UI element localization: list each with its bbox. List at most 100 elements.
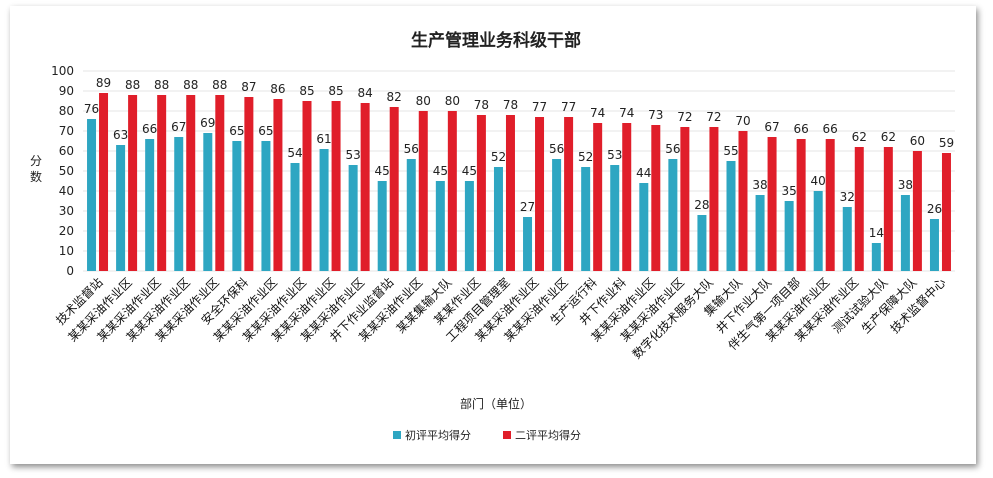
data-label: 86 xyxy=(270,82,285,96)
second-score-bar xyxy=(186,95,196,271)
first-score-bar xyxy=(348,165,358,271)
data-label: 53 xyxy=(607,148,622,162)
y-tick-label: 60 xyxy=(59,144,74,158)
data-label: 76 xyxy=(84,102,99,116)
data-label: 65 xyxy=(258,124,273,138)
data-label: 52 xyxy=(491,150,506,164)
data-label: 87 xyxy=(241,80,256,94)
first-score-bar xyxy=(145,139,155,271)
data-label: 88 xyxy=(212,78,227,92)
data-label: 74 xyxy=(590,106,605,120)
second-score-bar xyxy=(157,95,167,271)
data-label: 88 xyxy=(183,78,198,92)
data-label: 74 xyxy=(619,106,634,120)
second-score-bar xyxy=(215,95,225,271)
second-score-bar xyxy=(476,115,486,271)
data-label: 56 xyxy=(549,142,564,156)
data-label: 72 xyxy=(706,110,721,124)
data-label: 85 xyxy=(299,84,314,98)
first-score-bar xyxy=(261,141,271,271)
first-score-bar xyxy=(871,243,881,271)
data-label: 80 xyxy=(445,94,460,108)
data-label: 55 xyxy=(723,144,738,158)
first-score-bar xyxy=(116,145,126,271)
data-label: 53 xyxy=(345,148,360,162)
first-score-bar xyxy=(581,167,591,271)
y-tick-label: 30 xyxy=(59,204,74,218)
data-label: 82 xyxy=(387,90,402,104)
data-label: 40 xyxy=(811,174,826,188)
y-tick-label: 90 xyxy=(59,84,74,98)
chart-title: 生产管理业务科级干部 xyxy=(411,30,581,51)
first-score-bar xyxy=(232,141,242,271)
second-score-bar xyxy=(360,103,370,271)
data-label: 88 xyxy=(125,78,140,92)
data-label: 45 xyxy=(462,164,477,178)
data-label: 89 xyxy=(96,76,111,90)
first-score-bar xyxy=(668,159,678,271)
data-label: 38 xyxy=(898,178,913,192)
y-tick-label: 50 xyxy=(59,164,74,178)
second-score-bar xyxy=(331,101,341,271)
second-score-bar xyxy=(680,127,690,271)
data-label: 67 xyxy=(171,120,186,134)
second-score-bar xyxy=(622,123,632,271)
legend-swatch xyxy=(393,431,401,439)
data-label: 38 xyxy=(752,178,767,192)
first-score-bar xyxy=(755,195,765,271)
data-label: 65 xyxy=(229,124,244,138)
y-tick-label: 70 xyxy=(59,124,74,138)
first-score-bar xyxy=(900,195,910,271)
data-label: 73 xyxy=(648,108,663,122)
second-score-bar xyxy=(447,111,457,271)
second-score-bar xyxy=(941,153,951,271)
data-label: 32 xyxy=(840,190,855,204)
data-label: 62 xyxy=(852,130,867,144)
data-label: 28 xyxy=(694,198,709,212)
first-score-bar xyxy=(406,159,416,271)
data-label: 27 xyxy=(520,200,535,214)
first-score-bar xyxy=(697,215,707,271)
legend-label: 二评平均得分 xyxy=(515,429,581,442)
second-score-bar xyxy=(128,95,138,271)
legend-label: 初评平均得分 xyxy=(405,428,471,442)
first-score-bar xyxy=(174,137,184,271)
data-label: 80 xyxy=(416,94,431,108)
data-label: 70 xyxy=(735,114,750,128)
data-label: 78 xyxy=(474,98,489,112)
second-score-bar xyxy=(273,99,283,271)
data-label: 56 xyxy=(665,142,680,156)
second-score-bar xyxy=(825,139,835,271)
first-score-bar xyxy=(203,133,213,271)
first-score-bar xyxy=(377,181,387,271)
second-score-bar xyxy=(738,131,748,271)
data-label: 35 xyxy=(781,184,796,198)
data-label: 77 xyxy=(532,100,547,114)
data-label: 59 xyxy=(939,136,954,150)
data-label: 45 xyxy=(375,164,390,178)
y-tick-label: 40 xyxy=(59,184,74,198)
second-score-bar xyxy=(709,127,719,271)
first-score-bar xyxy=(435,181,445,271)
first-score-bar xyxy=(87,119,97,271)
second-score-bar xyxy=(418,111,428,271)
data-label: 56 xyxy=(404,142,419,156)
y-tick-label: 100 xyxy=(51,64,74,78)
first-score-bar xyxy=(319,149,329,271)
first-score-bar xyxy=(552,159,562,271)
y-tick-label: 10 xyxy=(59,244,74,258)
x-axis-label: 部门（单位） xyxy=(460,396,532,411)
second-score-bar xyxy=(767,137,777,271)
data-label: 72 xyxy=(677,110,692,124)
data-label: 77 xyxy=(561,100,576,114)
data-label: 67 xyxy=(764,120,779,134)
first-score-bar xyxy=(290,163,300,271)
second-score-bar xyxy=(651,125,661,271)
data-label: 61 xyxy=(316,132,331,146)
second-score-bar xyxy=(302,101,312,271)
second-score-bar xyxy=(796,139,806,271)
first-score-bar xyxy=(813,191,823,271)
data-label: 66 xyxy=(823,122,838,136)
first-score-bar xyxy=(726,161,736,271)
